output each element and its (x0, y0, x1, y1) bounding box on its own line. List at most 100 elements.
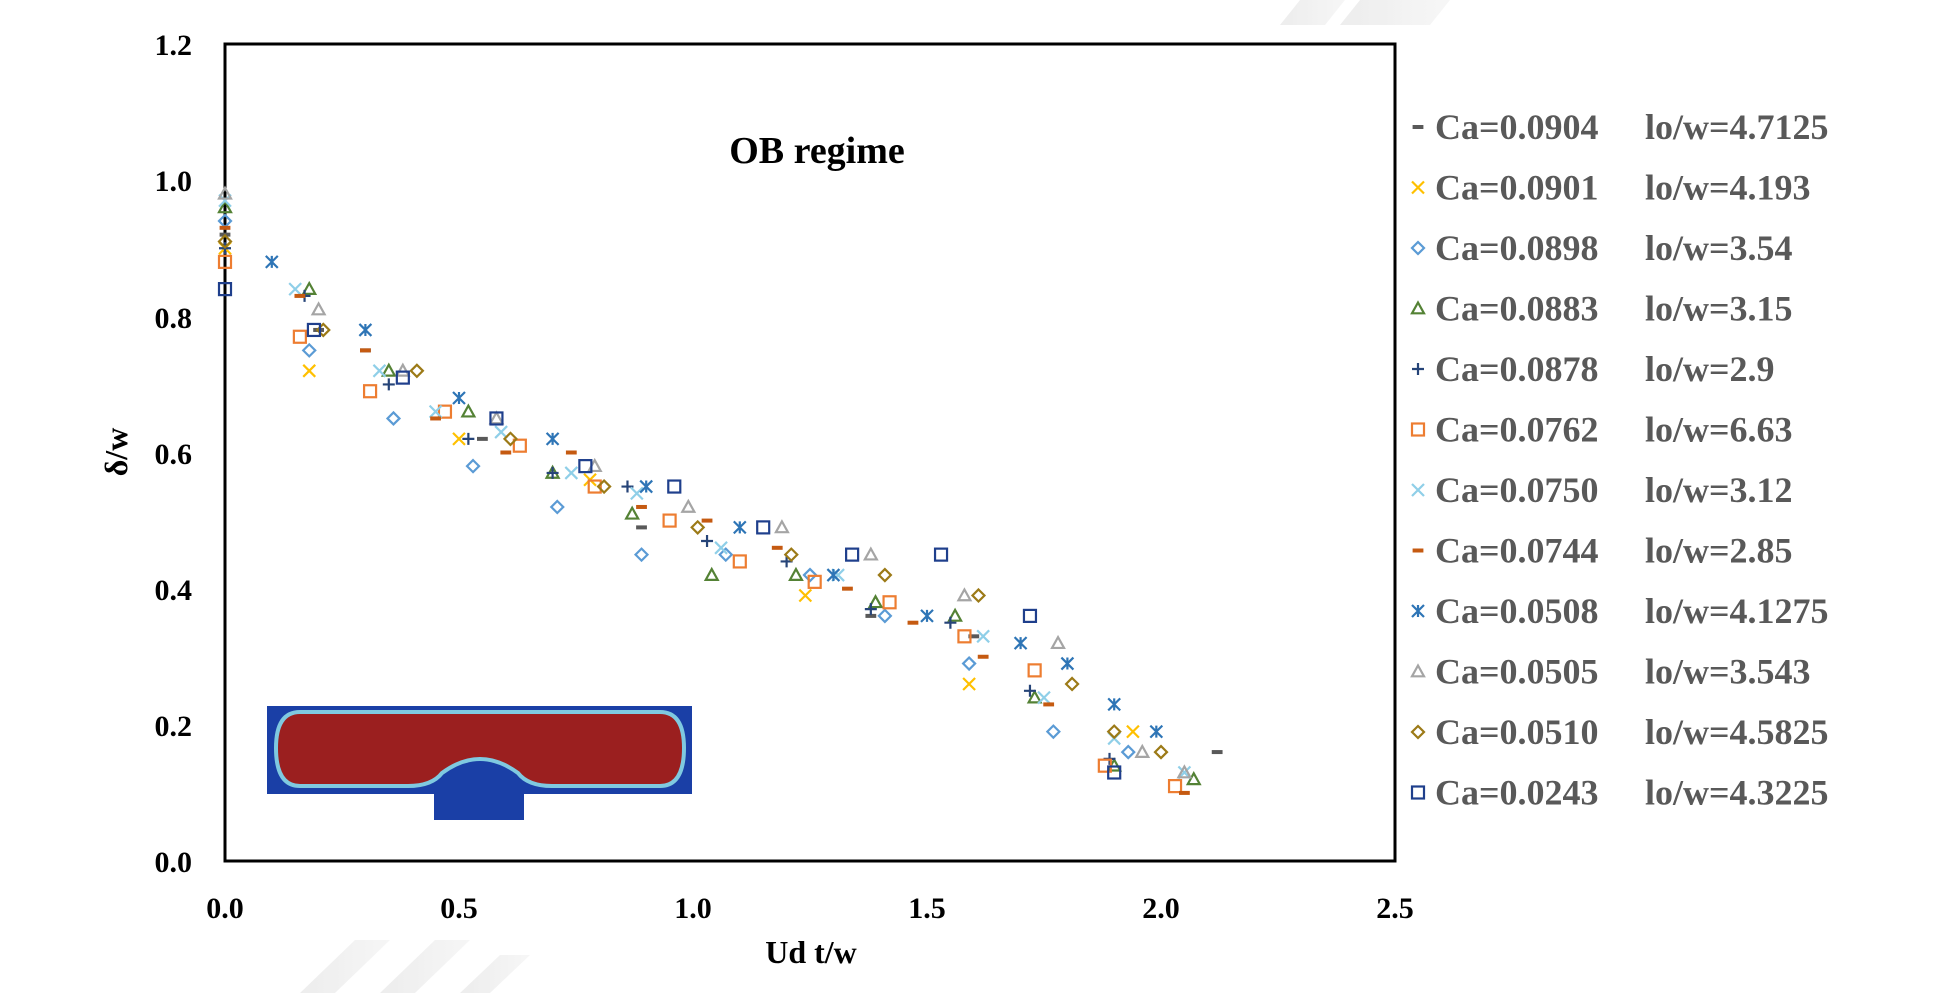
legend-item: Ca=0.0878 lo/w=2.9 (1412, 349, 1775, 389)
data-point (488, 410, 505, 425)
data-point (430, 416, 441, 421)
data-point (703, 566, 720, 581)
data-point (961, 656, 977, 672)
data-point (733, 520, 747, 535)
y-tick-label: 0.6 (155, 438, 193, 471)
x-tick-label: 1.5 (908, 892, 946, 925)
data-point (690, 519, 706, 535)
data-point (502, 431, 519, 447)
legend-item: Ca=0.0762 lo/w=6.63 (1410, 410, 1793, 450)
data-point (718, 547, 734, 563)
data-point (294, 293, 306, 298)
legend-lo-label: lo/w=3.15 (1645, 289, 1793, 329)
legend-lo-label: lo/w=4.5825 (1645, 712, 1829, 752)
data-point (862, 546, 879, 561)
data-point (301, 280, 318, 295)
x-tick-label: 2.5 (1376, 892, 1414, 925)
legend-marker (1411, 180, 1425, 195)
data-point (564, 466, 579, 480)
y-tick-label: 1.2 (155, 29, 193, 62)
data-point (437, 404, 453, 419)
x-tick-label: 2.0 (1142, 892, 1180, 925)
y-tick-label: 0.4 (155, 574, 193, 607)
y-tick-label: 0.2 (155, 710, 193, 743)
data-point (1060, 656, 1075, 671)
data-point (452, 391, 466, 405)
data-point (452, 432, 466, 446)
legend-ca-label: Ca=0.0762 (1435, 410, 1599, 450)
data-point (1134, 743, 1151, 758)
data-point (864, 603, 877, 616)
legend-item: Ca=0.0510 lo/w=4.5825 (1410, 712, 1829, 752)
data-point (877, 567, 893, 583)
data-point (877, 608, 893, 624)
series-6 (217, 254, 1183, 794)
legend-lo-label: lo/w=3.12 (1645, 470, 1793, 510)
data-point (302, 364, 317, 378)
data-point (217, 199, 233, 214)
data-point (1149, 724, 1164, 739)
data-point (956, 587, 973, 602)
x-tick-label: 1.0 (674, 892, 712, 925)
data-point (565, 450, 577, 455)
data-point (1013, 636, 1028, 650)
data-point (1167, 779, 1183, 794)
data-point (977, 654, 989, 659)
data-point (428, 404, 443, 419)
legend-marker (1410, 724, 1426, 740)
data-point (667, 479, 682, 494)
data-point (771, 545, 783, 550)
data-point (701, 518, 713, 523)
data-point (788, 566, 804, 581)
legend-item: Ca=0.0883 lo/w=3.15 (1410, 289, 1793, 329)
legend-ca-label: Ca=0.0898 (1435, 228, 1599, 268)
y-axis-ticks: 0.0 0.2 0.4 0.6 0.8 1.0 1.2 (155, 29, 193, 879)
data-point (774, 519, 790, 534)
data-point (882, 595, 897, 610)
data-point (947, 607, 963, 622)
legend-marker (1412, 548, 1424, 553)
data-point (545, 432, 560, 446)
data-point (301, 342, 317, 358)
data-point (1037, 690, 1051, 705)
data-point (409, 363, 425, 379)
data-point (957, 629, 972, 644)
data-point (639, 479, 653, 494)
legend-ca-label: Ca=0.0510 (1435, 712, 1599, 752)
data-point (842, 586, 853, 591)
data-point (907, 620, 919, 625)
legend-lo-label: lo/w=4.1275 (1645, 591, 1829, 631)
data-point (385, 410, 402, 427)
legend-lo-label: lo/w=4.7125 (1645, 107, 1829, 147)
legend-ca-label: Ca=0.0750 (1435, 470, 1599, 510)
data-point (372, 364, 387, 378)
legend-item: Ca=0.0744 lo/w=2.85 (1412, 531, 1793, 571)
legend-item: Ca=0.0750 lo/w=3.12 (1411, 470, 1793, 510)
data-point (587, 479, 602, 494)
data-point (633, 547, 650, 563)
series-7 (218, 193, 1192, 780)
legend-lo-label: lo/w=4.193 (1645, 168, 1811, 208)
data-point (546, 466, 559, 479)
data-point (460, 403, 477, 418)
data-point (621, 480, 634, 493)
data-point (1211, 750, 1223, 755)
legend-marker (1411, 483, 1425, 497)
series-10 (217, 185, 1193, 779)
data-point (1120, 744, 1136, 760)
series-8 (219, 225, 1190, 795)
droplet-simulation-image (267, 706, 692, 820)
x-axis-label: Ud t/w (765, 934, 857, 970)
data-point (845, 547, 860, 562)
data-point (798, 588, 813, 603)
legend-item: Ca=0.0505 lo/w=3.543 (1410, 652, 1811, 692)
legend-lo-label: lo/w=2.85 (1645, 531, 1793, 571)
data-point (217, 233, 233, 249)
data-point (1185, 771, 1202, 786)
data-point (865, 613, 877, 618)
data-point (219, 225, 231, 230)
data-point (1176, 764, 1193, 779)
legend-marker (1412, 125, 1424, 129)
data-point (1106, 724, 1122, 740)
